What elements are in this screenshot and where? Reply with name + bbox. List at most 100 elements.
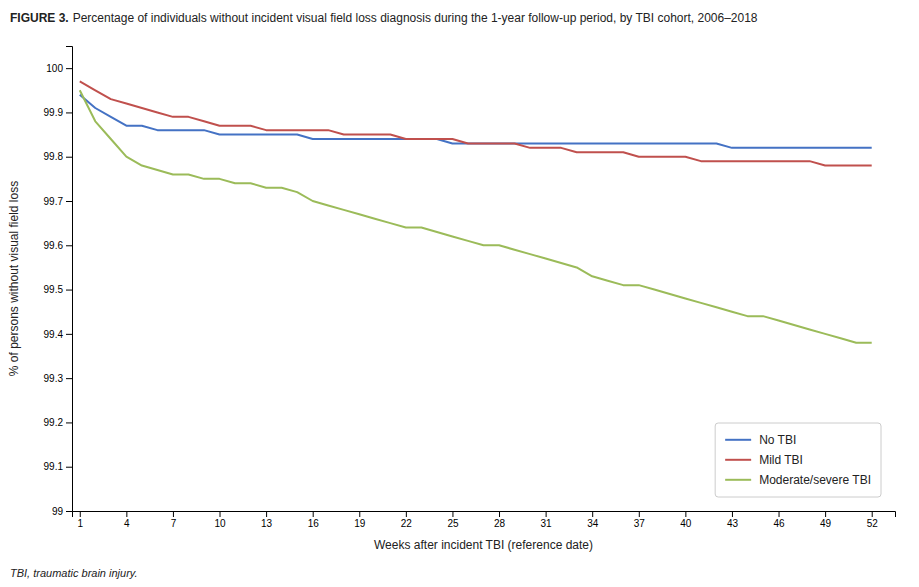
tick-mark: [639, 511, 640, 517]
tick-mark: [732, 511, 733, 517]
tick-label: 25: [447, 518, 459, 529]
tick: 22: [401, 511, 413, 529]
y-axis-title: % of persons without visual field loss: [7, 181, 21, 376]
tick: 46: [773, 511, 785, 529]
tick-label: 34: [587, 518, 599, 529]
tick-label: 99.4: [44, 329, 64, 340]
tick: 99.1: [44, 461, 72, 472]
tick-mark: [66, 290, 72, 291]
tick-label: 46: [773, 518, 785, 529]
legend-label: No TBI: [759, 433, 796, 447]
tick-mark: [66, 511, 72, 512]
tick: 99.7: [44, 196, 72, 207]
axis-domain: [73, 512, 896, 518]
legend-item: Mild TBI: [725, 453, 803, 467]
legend-item: Moderate/severe TBI: [725, 473, 871, 487]
tick-label: 99.5: [44, 284, 64, 295]
tick-mark: [66, 245, 72, 246]
series-line: [80, 81, 872, 165]
tick-label: 1: [77, 518, 83, 529]
y-axis: 99 99.1 99.2 99.3 99.4 99.5 99.6 99.7 99.8 99.9 10…: [44, 47, 73, 517]
title: FIGURE 3. Percentage of individuals witho…: [10, 11, 758, 25]
tick-mark: [126, 511, 127, 517]
legend-swatch: [725, 479, 751, 481]
legend-label: Mild TBI: [759, 453, 803, 467]
tick-mark: [685, 511, 686, 517]
tick-label: 43: [727, 518, 739, 529]
tick: 99.9: [44, 107, 72, 118]
legend-item: No TBI: [725, 433, 796, 447]
chart: FIGURE 3. Percentage of individuals witho…: [0, 0, 919, 587]
tick: 99: [52, 506, 72, 517]
tick-mark: [266, 511, 267, 517]
subtitle: Percentage of individuals without incide…: [73, 11, 758, 25]
tick-label: 99.6: [44, 240, 64, 251]
tick: 34: [587, 511, 599, 529]
tick-mark: [592, 511, 593, 517]
legend-swatch: [725, 439, 751, 441]
tick: 25: [447, 511, 459, 529]
tick-mark: [406, 511, 407, 517]
tick: 99.5: [44, 284, 72, 295]
tick-mark: [66, 112, 72, 113]
tick-label: 99.3: [44, 373, 64, 384]
tick-mark: [66, 467, 72, 468]
tick-label: 99: [52, 506, 64, 517]
tick: 4: [124, 511, 130, 529]
tick-label: 13: [261, 518, 273, 529]
tick-mark: [359, 511, 360, 517]
tick-label: 16: [308, 518, 320, 529]
tick: 43: [727, 511, 739, 529]
legend-label: Moderate/severe TBI: [759, 473, 871, 487]
tick: 37: [634, 511, 646, 529]
tick-mark: [173, 511, 174, 517]
series-line: [80, 90, 872, 342]
tick-label: 4: [124, 518, 130, 529]
lines: [80, 81, 872, 342]
tick-label: 99.7: [44, 196, 64, 207]
tick: 99.6: [44, 240, 72, 251]
tick-label: 99.1: [44, 461, 64, 472]
tick-mark: [313, 511, 314, 517]
tick-label: 28: [494, 518, 506, 529]
tick: 52: [867, 511, 879, 529]
tick-label: 49: [820, 518, 832, 529]
tick-mark: [452, 511, 453, 517]
tick-label: 40: [680, 518, 692, 529]
tick-mark: [872, 511, 873, 517]
tick-mark: [546, 511, 547, 517]
tick-label: 31: [541, 518, 553, 529]
tick-label: 99.9: [44, 107, 64, 118]
tick-label: 10: [214, 518, 226, 529]
tick: 10: [214, 511, 226, 529]
tick-label: 99.2: [44, 417, 64, 428]
tick: 100: [46, 63, 72, 74]
title-bold: FIGURE 3.: [10, 11, 69, 25]
tick: 19: [354, 511, 366, 529]
tick-mark: [66, 422, 72, 423]
tick: 99.4: [44, 329, 72, 340]
tick-label: 100: [46, 63, 63, 74]
tick-label: 52: [867, 518, 879, 529]
legend-box: [715, 423, 881, 497]
tick-label: 22: [401, 518, 413, 529]
tick-mark: [779, 511, 780, 517]
tick: 16: [308, 511, 320, 529]
tick-label: 7: [171, 518, 177, 529]
tick-mark: [66, 378, 72, 379]
tick-mark: [66, 157, 72, 158]
tick-mark: [66, 334, 72, 335]
tick: 13: [261, 511, 273, 529]
tick-label: 19: [354, 518, 366, 529]
tick: 28: [494, 511, 506, 529]
tick-mark: [499, 511, 500, 517]
tick-mark: [66, 201, 72, 202]
footnote: TBI, traumatic brain injury.: [10, 567, 138, 579]
tick: 49: [820, 511, 832, 529]
tick: 99.2: [44, 417, 72, 428]
tick: 99.8: [44, 151, 72, 162]
tick-mark: [80, 511, 81, 517]
axis-domain: [66, 47, 73, 512]
tick: 99.3: [44, 373, 72, 384]
tick-mark: [220, 511, 221, 517]
